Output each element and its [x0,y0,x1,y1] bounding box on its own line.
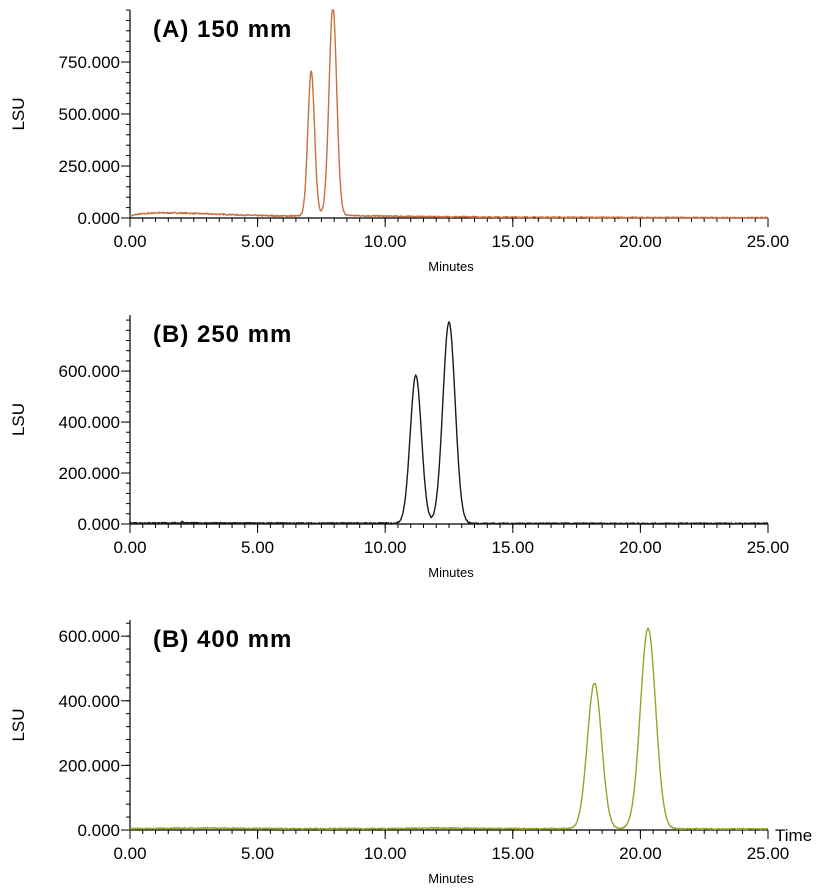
chart-panel-2: 0.000 200.000 400.000 600.000 0.00 5.00 10.00 1… [9,315,789,580]
series-trace-line [129,627,769,831]
y-tick-label: 400.000 [59,692,120,711]
x-tick-label: 20.00 [619,844,662,863]
x-tick-label: 15.00 [492,232,535,251]
y-tick-label: 600.000 [59,362,120,381]
x-tick-label: 5.00 [241,844,274,863]
x-tick-label: 25.00 [747,844,790,863]
x-tick-label: 15.00 [492,538,535,557]
chart-panel-3: 0.000 200.000 400.000 600.000 0.00 5.00 10.00 1… [9,620,812,886]
y-tick-label: 0.000 [77,821,120,840]
y-tick-label: 600.000 [59,627,120,646]
y-tick-label: 200.000 [59,756,120,775]
x-tick-label: 10.00 [364,232,407,251]
x-tick-label: 0.00 [113,844,146,863]
y-tick-label: 500.000 [59,105,120,124]
y-tick-label: 0.000 [77,515,120,534]
chart-panel-1: 0.000 250.000 500.000 750.000 0.00 5.00 10.00 1… [9,9,790,274]
panel-title: (B) 400 mm [153,626,292,653]
y-axis-label: LSU [9,403,28,436]
x-tick-label: 15.00 [492,844,535,863]
y-tick-label: 200.000 [59,464,120,483]
x-tick-label: 5.00 [241,538,274,557]
x-tick-label: 20.00 [619,232,662,251]
x-tick-label: 20.00 [619,538,662,557]
y-axis-label: LSU [9,708,28,741]
x-tick-label: 10.00 [364,538,407,557]
time-label: Time [775,826,812,845]
x-axis-label: Minutes [428,871,474,886]
y-tick-label: 400.000 [59,413,120,432]
y-axis-label: LSU [9,97,28,130]
series-trace-line [129,9,769,219]
series-trace-line [129,321,769,525]
y-tick-label: 750.000 [59,53,120,72]
x-tick-label: 5.00 [241,232,274,251]
panel-title: (B) 250 mm [153,321,292,348]
x-tick-label: 0.00 [113,538,146,557]
x-tick-label: 25.00 [747,232,790,251]
x-tick-label: 0.00 [113,232,146,251]
x-tick-label: 25.00 [747,538,790,557]
panel-title: (A) 150 mm [153,16,292,43]
y-tick-label: 0.000 [77,209,120,228]
x-axis-label: Minutes [428,259,474,274]
y-tick-label: 250.000 [59,157,120,176]
x-axis-label: Minutes [428,565,474,580]
x-tick-label: 10.00 [364,844,407,863]
